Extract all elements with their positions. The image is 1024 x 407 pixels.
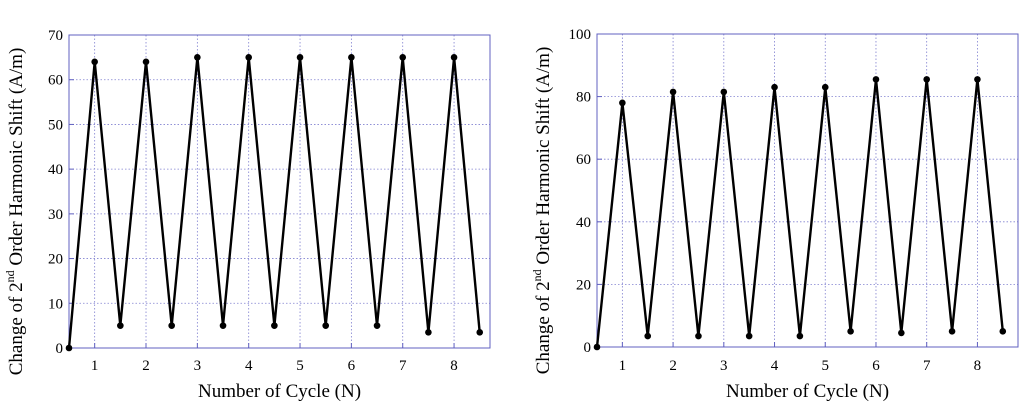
plot-frame [596, 33, 1019, 348]
x-tick-label: 8 [974, 358, 982, 374]
x-tick-label: 4 [771, 358, 779, 374]
data-point [695, 332, 702, 340]
y-tick-label: 0 [56, 341, 64, 357]
data-point [898, 329, 905, 337]
data-point [194, 54, 201, 61]
y-tick-label: 60 [576, 152, 591, 168]
data-point [923, 76, 930, 83]
data-point [771, 83, 778, 91]
data-point [399, 54, 407, 61]
data-point [296, 54, 304, 61]
y-tick-label: 50 [48, 117, 63, 133]
x-axis-title: Number of Cycle (N) [198, 381, 361, 402]
data-point [669, 88, 677, 96]
data-point [322, 322, 330, 329]
data-point [348, 54, 355, 61]
data-point [720, 88, 728, 96]
data-point [65, 344, 73, 352]
x-tick-label: 8 [450, 358, 458, 374]
y-tick-label: 30 [48, 207, 63, 223]
data-point [872, 76, 880, 83]
y-tick-label: 100 [569, 27, 592, 43]
data-point [425, 329, 432, 336]
data-point [796, 332, 804, 340]
data-point [142, 58, 150, 66]
y-tick-label: 20 [576, 277, 591, 293]
x-tick-label: 3 [194, 358, 202, 374]
data-point [91, 58, 98, 66]
data-point [999, 328, 1007, 335]
data-point [619, 99, 626, 107]
x-tick-label: 6 [348, 358, 356, 374]
x-axis-title: Number of Cycle (N) [726, 381, 889, 402]
y-tick-label: 40 [48, 162, 63, 178]
x-tick-label: 2 [142, 358, 150, 374]
x-tick-label: 7 [923, 358, 931, 374]
data-point [821, 83, 829, 91]
data-point [644, 332, 652, 340]
data-point [745, 332, 753, 340]
x-tick-label: 1 [619, 358, 627, 374]
x-tick-label: 7 [399, 358, 407, 374]
y-tick-label: 40 [576, 215, 591, 231]
chart-left: 1 2 3 4 5 6 7 8 0 10 20 30 40 50 60 70 Number of Cycle (… [3, 28, 491, 402]
y-tick-label: 60 [48, 73, 63, 89]
y-tick-label: 20 [48, 252, 63, 268]
plot-frame [68, 34, 491, 349]
data-point [168, 322, 175, 329]
y-tick-label: 0 [584, 340, 592, 356]
x-tick-label: 6 [872, 358, 880, 374]
x-tick-label: 5 [296, 358, 304, 374]
y-axis-title: Change of 2nd Order Harmonic Shift (A/m) [530, 47, 554, 375]
data-point [450, 54, 458, 61]
data-point [271, 322, 278, 329]
data-point [974, 76, 981, 83]
data-point [948, 328, 956, 335]
data-point [219, 322, 227, 329]
x-tick-label: 2 [669, 358, 677, 374]
data-point [245, 54, 252, 61]
data-point [847, 328, 854, 335]
y-tick-label: 10 [48, 296, 63, 312]
y-tick-label: 70 [48, 28, 63, 44]
series-line [595, 79, 1004, 348]
data-point [593, 343, 601, 351]
x-tick-label: 5 [822, 358, 830, 374]
data-point [476, 329, 484, 336]
data-point [373, 322, 381, 329]
y-axis-title: Change of 2nd Order Harmonic Shift (A/m) [3, 48, 27, 376]
x-tick-label: 4 [245, 358, 253, 374]
y-tick-label: 80 [576, 90, 591, 106]
data-point [117, 322, 124, 329]
x-tick-label: 1 [91, 358, 99, 374]
x-tick-label: 3 [720, 358, 728, 374]
series-line [67, 57, 481, 349]
